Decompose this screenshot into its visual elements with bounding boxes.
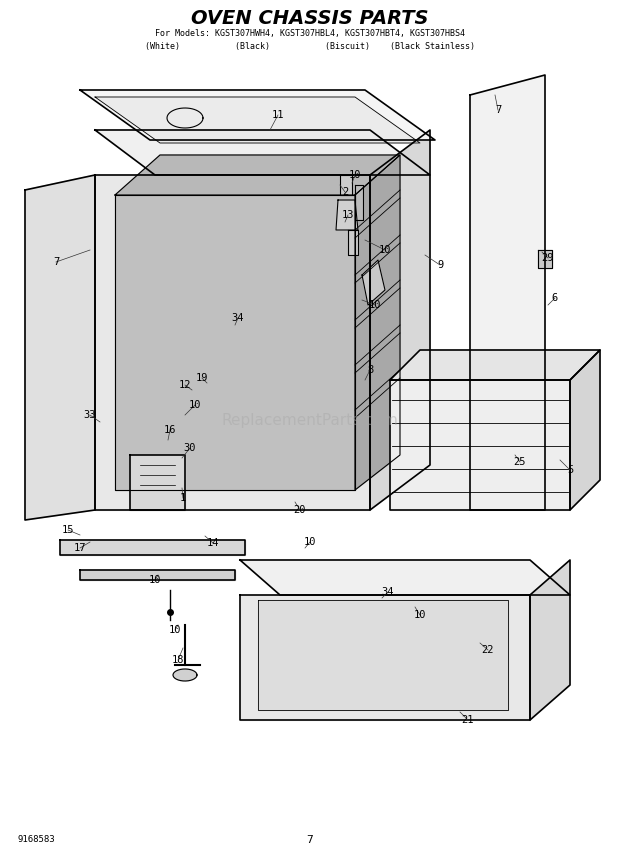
Text: 7: 7 [307,835,313,845]
Text: 10: 10 [369,300,381,310]
Polygon shape [390,350,600,380]
Polygon shape [470,75,545,510]
Polygon shape [130,455,185,510]
Text: OVEN CHASSIS PARTS: OVEN CHASSIS PARTS [191,9,429,27]
Polygon shape [570,350,600,510]
Text: 13: 13 [342,210,354,220]
Text: 10: 10 [188,400,202,410]
Text: 10: 10 [304,537,316,547]
Text: 10: 10 [414,610,427,620]
Text: 10: 10 [149,575,161,585]
Polygon shape [80,90,435,140]
Text: 5: 5 [567,465,573,475]
Polygon shape [240,560,570,595]
Polygon shape [530,560,570,720]
Text: 8: 8 [367,365,373,375]
Text: 9: 9 [437,260,443,270]
Polygon shape [115,195,355,490]
Text: For Models: KGST307HWH4, KGST307HBL4, KGST307HBT4, KGST307HBS4: For Models: KGST307HWH4, KGST307HBL4, KG… [155,28,465,38]
Polygon shape [348,230,358,255]
Polygon shape [355,155,400,490]
Polygon shape [60,540,245,555]
Text: 12: 12 [179,380,191,390]
Text: 15: 15 [62,525,74,535]
Text: 14: 14 [206,538,219,548]
Polygon shape [390,380,570,510]
Text: 20: 20 [294,505,306,515]
Polygon shape [95,175,370,510]
Polygon shape [336,200,358,230]
Text: 34: 34 [382,587,394,597]
Text: 16: 16 [164,425,176,435]
Polygon shape [95,130,430,175]
Polygon shape [80,570,235,580]
Polygon shape [258,600,508,710]
Text: 9168583: 9168583 [18,835,56,845]
Text: 33: 33 [84,410,96,420]
Text: 2: 2 [342,187,348,197]
Text: 25: 25 [514,457,526,467]
Text: 19: 19 [196,373,208,383]
Polygon shape [355,185,363,220]
Polygon shape [370,130,430,510]
Polygon shape [240,595,530,720]
Text: ReplacementParts.com: ReplacementParts.com [221,413,399,427]
Text: 30: 30 [184,443,197,453]
Text: 21: 21 [462,715,474,725]
Polygon shape [95,97,420,143]
Polygon shape [173,669,197,681]
Text: 17: 17 [74,543,86,553]
Text: 10: 10 [348,170,361,180]
Text: (White)           (Black)           (Biscuit)    (Black Stainless): (White) (Black) (Biscuit) (Black Stainle… [145,41,475,51]
Polygon shape [538,250,552,268]
Text: 1: 1 [180,493,186,503]
Text: 10: 10 [379,245,391,255]
Text: 29: 29 [542,253,554,263]
Text: 11: 11 [272,110,284,120]
Text: 6: 6 [552,293,558,303]
Text: 22: 22 [482,645,494,655]
Polygon shape [362,260,385,305]
Text: 7: 7 [495,105,501,115]
Polygon shape [340,175,352,195]
Polygon shape [115,155,400,195]
Text: 34: 34 [232,313,244,323]
Text: 7: 7 [53,257,59,267]
Text: 18: 18 [172,655,184,665]
Text: 10: 10 [169,625,181,635]
Polygon shape [25,175,95,520]
